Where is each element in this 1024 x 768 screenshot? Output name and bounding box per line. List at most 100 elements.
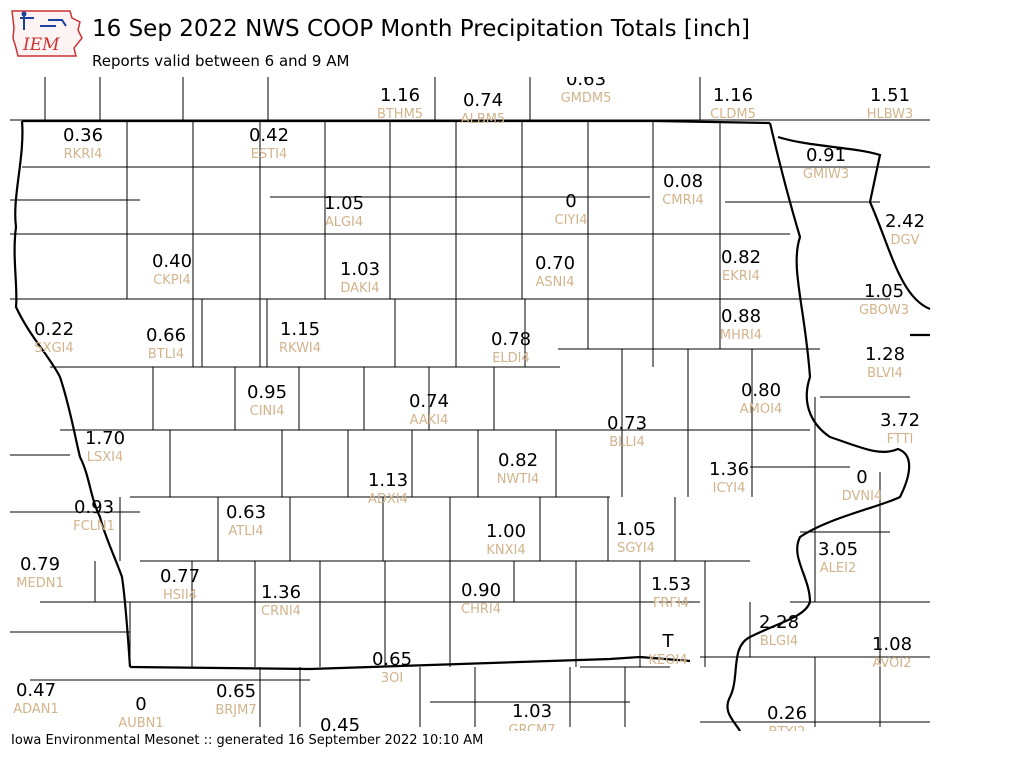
- station-value: 0: [565, 191, 576, 212]
- station-id: BLGI4: [760, 634, 798, 649]
- station-id: FTTI: [887, 432, 914, 447]
- station-id: NWTI4: [497, 472, 540, 487]
- station-value: 0.63: [226, 502, 266, 523]
- station-value: 0.22: [34, 319, 74, 340]
- county-boundaries: [10, 77, 930, 727]
- station-id: HSII4: [163, 588, 197, 603]
- station-value: 0.36: [63, 125, 103, 146]
- station-value: 0.82: [721, 247, 761, 268]
- station-id: ALEI2: [820, 561, 856, 576]
- station-value: 1.03: [340, 259, 380, 280]
- station-value: 0.66: [146, 325, 186, 346]
- station-value: 1.05: [616, 519, 656, 540]
- station-value: 1.05: [324, 193, 364, 214]
- station-value: 0.26: [767, 703, 807, 724]
- station-value: 0.80: [741, 380, 781, 401]
- station-id: CINI4: [250, 404, 285, 419]
- station-id: MEDN1: [16, 576, 63, 591]
- station-value: 1.05: [864, 281, 904, 302]
- station-value: 1.51: [870, 85, 910, 106]
- station-id: AAKI4: [410, 413, 449, 428]
- station-value: 0.40: [152, 251, 192, 272]
- station-id: FCLN1: [73, 519, 115, 534]
- state-boundaries: [13, 119, 931, 731]
- station-value: 0.65: [372, 649, 412, 670]
- station-id: CKPI4: [153, 273, 191, 288]
- station-value: 1.00: [486, 521, 526, 542]
- station-value: 0.90: [461, 580, 501, 601]
- station-value: 2.42: [885, 211, 925, 232]
- station-id: SXGI4: [34, 341, 73, 356]
- station-id: DVNI4: [842, 489, 883, 504]
- station-id: BTLI4: [148, 347, 184, 362]
- station-value: 0: [135, 694, 146, 715]
- station-plot: 0.26BTYI2: [767, 703, 807, 731]
- station-id: AVOI2: [872, 656, 911, 671]
- station-id: BTHM5: [377, 107, 423, 122]
- station-value: 3.72: [880, 410, 920, 431]
- station-value: 1.36: [709, 459, 749, 480]
- station-id: GBOW3: [859, 303, 909, 318]
- station-value: 0.74: [463, 90, 503, 111]
- station-id: ATLI4: [228, 524, 263, 539]
- station-value: 0.91: [806, 145, 846, 166]
- station-value: 1.16: [380, 85, 420, 106]
- station-id: CLDM5: [710, 107, 756, 122]
- station-id: ADAN1: [13, 702, 59, 717]
- station-value: 1.28: [865, 344, 905, 365]
- station-id: HLBW3: [867, 107, 914, 122]
- station-id: GMDM5: [561, 91, 612, 106]
- station-value: 1.08: [872, 634, 912, 655]
- station-value: 0.45: [320, 715, 360, 731]
- station-id: ALGI4: [325, 215, 363, 230]
- station-id: AUBN1: [118, 716, 163, 731]
- station-id: RKRI4: [64, 147, 103, 162]
- station-value: 1.70: [85, 428, 125, 449]
- station-value: 0.73: [607, 413, 647, 434]
- station-value: 0.42: [249, 125, 289, 146]
- station-id: ICYI4: [713, 481, 746, 496]
- station-value: 2.28: [759, 612, 799, 633]
- station-value: 1.36: [261, 582, 301, 603]
- station-value: 0.47: [16, 680, 56, 701]
- station-value: 0.77: [160, 566, 200, 587]
- map-subtitle: Reports valid between 6 and 9 AM: [92, 52, 350, 70]
- station-id: ALBM5: [461, 112, 506, 127]
- station-id: AMOI4: [740, 402, 782, 417]
- station-plot: 0.45: [320, 715, 360, 731]
- station-id: BTYI2: [769, 725, 806, 731]
- map-title: 16 Sep 2022 NWS COOP Month Precipitation…: [92, 16, 751, 42]
